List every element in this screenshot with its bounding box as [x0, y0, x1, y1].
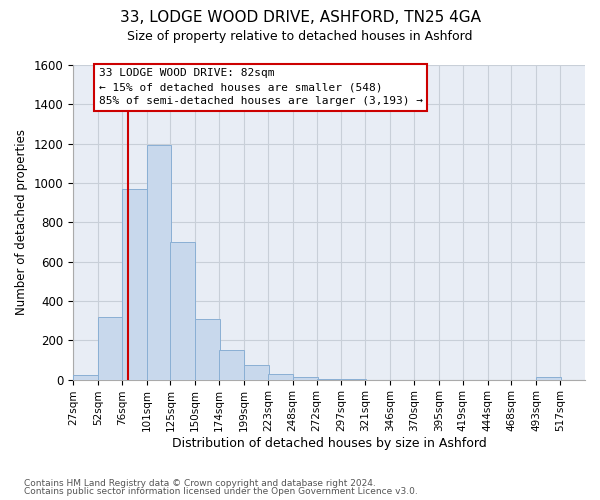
Bar	[293, 376, 317, 380]
Bar	[536, 376, 561, 380]
Bar	[341, 378, 366, 380]
Text: Contains HM Land Registry data © Crown copyright and database right 2024.: Contains HM Land Registry data © Crown c…	[24, 478, 376, 488]
Bar	[244, 365, 269, 380]
Bar	[146, 144, 172, 380]
Bar	[170, 242, 196, 380]
Bar	[219, 350, 244, 380]
Bar	[317, 378, 341, 380]
Text: 33, LODGE WOOD DRIVE, ASHFORD, TN25 4GA: 33, LODGE WOOD DRIVE, ASHFORD, TN25 4GA	[119, 10, 481, 25]
Bar	[122, 189, 146, 380]
Bar	[98, 316, 123, 380]
Text: 33 LODGE WOOD DRIVE: 82sqm
← 15% of detached houses are smaller (548)
85% of sem: 33 LODGE WOOD DRIVE: 82sqm ← 15% of deta…	[98, 68, 422, 106]
Bar	[73, 374, 98, 380]
X-axis label: Distribution of detached houses by size in Ashford: Distribution of detached houses by size …	[172, 437, 487, 450]
Y-axis label: Number of detached properties: Number of detached properties	[15, 130, 28, 316]
Text: Contains public sector information licensed under the Open Government Licence v3: Contains public sector information licen…	[24, 487, 418, 496]
Bar	[196, 318, 220, 380]
Text: Size of property relative to detached houses in Ashford: Size of property relative to detached ho…	[127, 30, 473, 43]
Bar	[268, 374, 293, 380]
